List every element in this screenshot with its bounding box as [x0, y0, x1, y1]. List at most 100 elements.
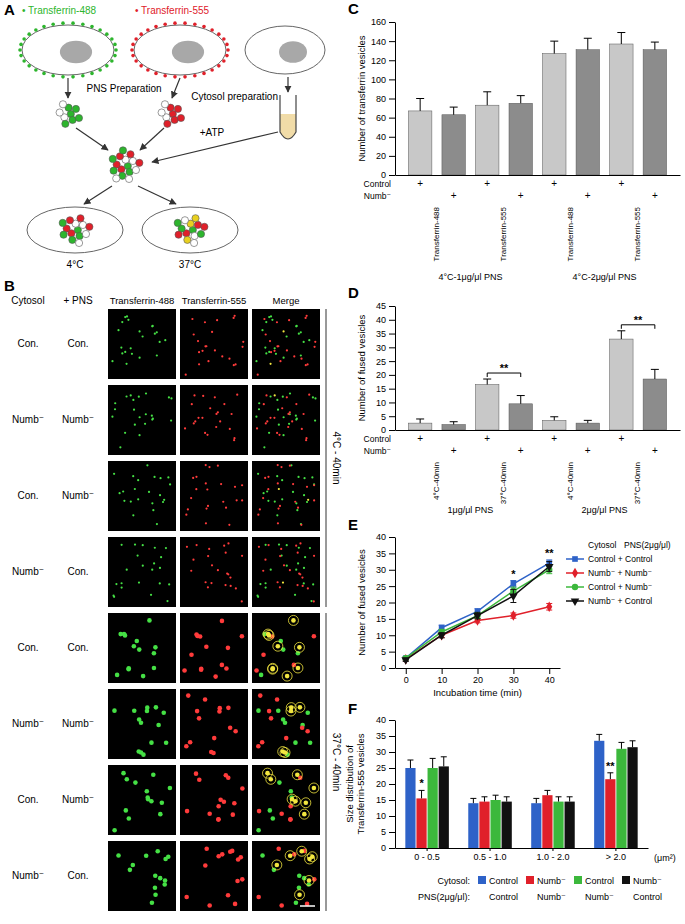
bar — [576, 423, 599, 430]
vesicle-spot — [233, 729, 238, 734]
surface-dot — [105, 32, 109, 36]
vesicle-spot — [119, 446, 121, 448]
error-cap — [556, 796, 562, 797]
error-cap — [430, 758, 436, 759]
vesicle-spot — [280, 749, 285, 754]
bar — [442, 115, 465, 175]
micrograph — [108, 613, 176, 683]
panel-label: D — [348, 284, 359, 301]
vesicle-spot — [262, 570, 264, 572]
micrograph-bg — [108, 765, 176, 835]
vesicle-spot — [126, 315, 128, 317]
vesicle-spot — [307, 499, 309, 501]
error-bar — [607, 773, 613, 779]
error-cap — [550, 416, 558, 417]
vesicle-spot — [241, 555, 243, 557]
vesicle — [77, 215, 84, 222]
marker — [546, 601, 552, 612]
vesicle-spot — [131, 353, 133, 355]
group-label: 2μg/μl PNS — [582, 505, 628, 515]
surface-dot — [42, 72, 46, 76]
vesicle-spot — [149, 740, 154, 745]
error-cap — [533, 798, 539, 799]
vesicle-spot — [232, 317, 234, 319]
error-bar — [617, 331, 625, 339]
micrograph — [180, 613, 248, 683]
fusion-circle — [307, 852, 317, 862]
legend-swatch — [478, 876, 486, 884]
group-label: 4°C-40min — [566, 462, 575, 500]
vesicle-cluster — [174, 215, 208, 247]
vesicle-spot — [141, 674, 146, 679]
row-label: Numb⁻ — [364, 446, 391, 456]
vesicle-spot — [313, 483, 315, 485]
legend: Cytosol:PNS(2μg/μl):ControlControlNumb⁻N… — [418, 876, 662, 902]
vesicle-spot — [280, 548, 282, 550]
row-label: Numb⁻ — [364, 191, 391, 201]
tick: 35 — [376, 329, 395, 339]
error-cap — [550, 41, 558, 42]
error-cap — [493, 795, 499, 796]
vesicle-spot — [285, 674, 290, 679]
error-bar — [450, 107, 458, 115]
vesicle-spot — [207, 811, 212, 816]
error-line — [558, 797, 559, 802]
vesicle-spot — [208, 548, 210, 550]
legend-marker — [572, 556, 578, 562]
surface-dot — [18, 48, 22, 52]
micrograph — [252, 841, 320, 911]
vesicle-spot — [154, 333, 156, 335]
vesicle-spot — [297, 562, 299, 564]
vesicle-spot — [289, 569, 291, 571]
vesicle-spot — [156, 354, 158, 356]
vesicle-spot — [276, 399, 278, 401]
vesicle-spot — [297, 873, 302, 878]
vesicle-spot — [305, 729, 310, 734]
vesicle-spot — [293, 740, 298, 745]
fusion-circle — [288, 615, 298, 625]
cell — [130, 21, 230, 78]
vesicle-spot — [197, 340, 199, 342]
bar — [543, 54, 566, 175]
surface-dot — [202, 72, 206, 76]
vesicle-spot — [277, 507, 279, 509]
fusion-circle — [266, 774, 276, 784]
axis-line — [396, 430, 681, 431]
tick-label: 35 — [376, 549, 386, 559]
surface-dot — [71, 75, 75, 79]
error-line — [569, 797, 570, 802]
vesicle-spot — [133, 409, 135, 411]
error-cap — [510, 580, 516, 581]
nucleus — [60, 41, 92, 64]
legend-label: Numb⁻ — [633, 876, 662, 886]
micrograph-bg — [180, 537, 248, 607]
vesicle-spot — [296, 418, 298, 420]
arrow — [84, 186, 112, 204]
tick: 20 — [376, 151, 395, 161]
panel-label: F — [348, 700, 357, 717]
row-label: Con. — [17, 642, 38, 653]
vesicle-spot — [192, 477, 194, 479]
row-label: Con. — [17, 490, 38, 501]
tick-mark — [406, 668, 407, 674]
axis-title: Number of fused vesicles — [356, 314, 367, 421]
axis-title: Transferrin-555 vesicles — [355, 733, 366, 834]
vesicle-spot — [130, 500, 132, 502]
vesicle-spot — [276, 644, 281, 649]
tick: 30 — [376, 343, 395, 353]
vesicle-spot — [188, 740, 193, 745]
tick-label: 25 — [376, 763, 386, 773]
vesicle — [59, 219, 66, 226]
cell — [18, 21, 118, 78]
row-mark: + — [484, 178, 490, 189]
vesicle-spot — [310, 854, 315, 859]
vesicle-spot — [257, 596, 259, 598]
bar — [594, 741, 604, 848]
axis-title: Number of transferrin vesicles — [356, 35, 367, 161]
vesicle-spot — [207, 903, 212, 908]
vesicle-spot — [204, 846, 209, 851]
vesicle-spot — [184, 427, 186, 429]
tick-mark — [389, 320, 395, 321]
tick-label: 100 — [371, 75, 386, 85]
tick-label: 10 — [437, 675, 447, 685]
